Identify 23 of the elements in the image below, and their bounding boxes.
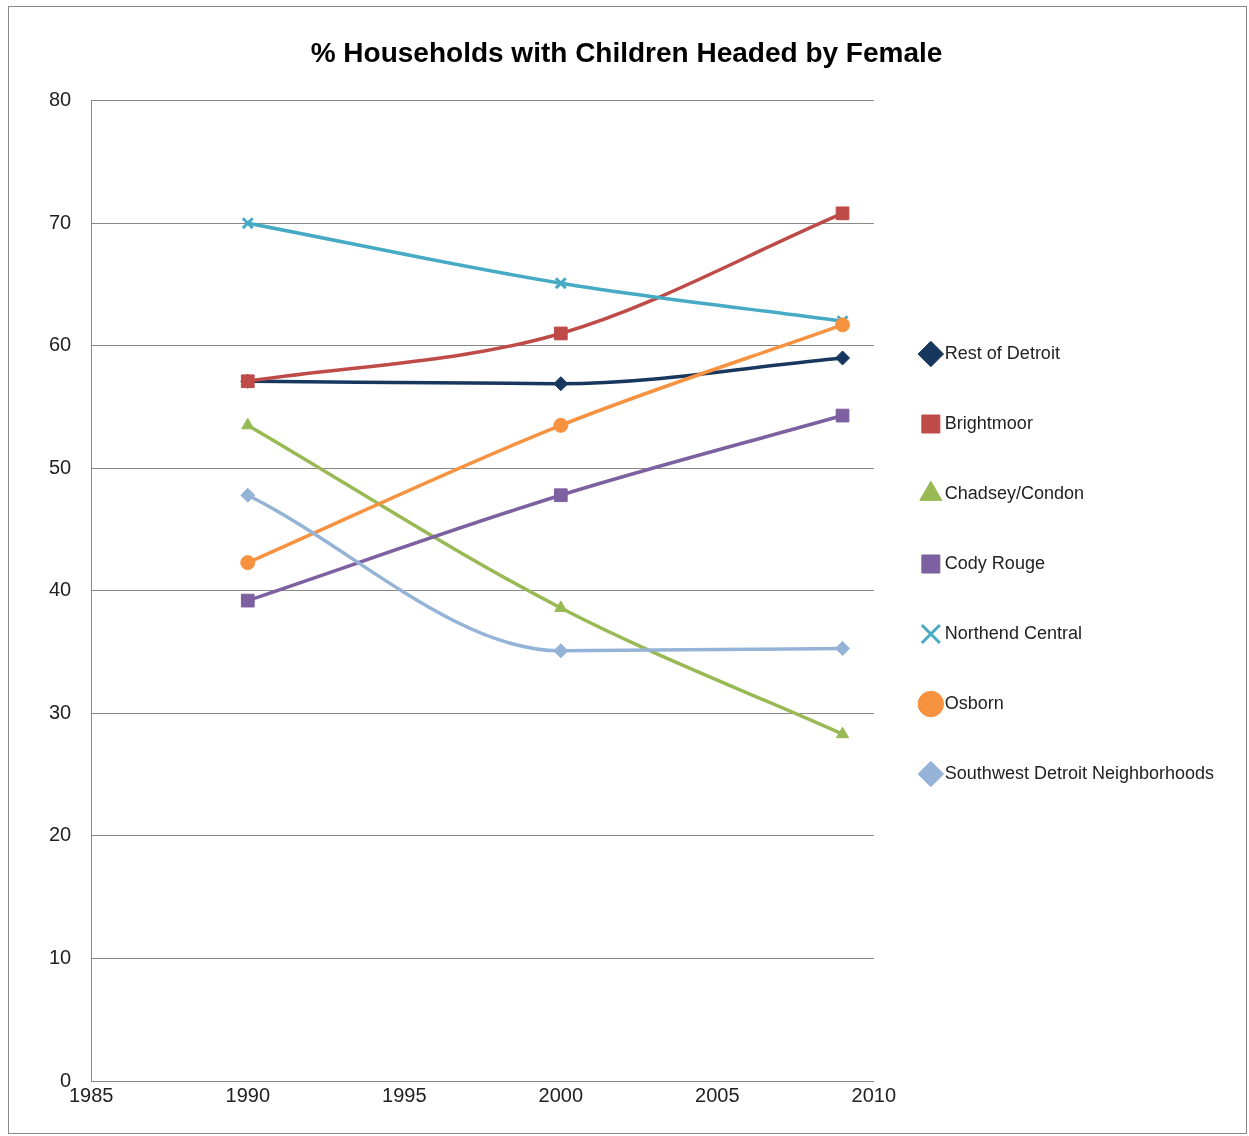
- x-tick-label: 1990: [225, 1083, 271, 1106]
- legend-label: Cody Rouge: [944, 552, 1045, 573]
- chart-title: % Households with Children Headed by Female: [310, 36, 943, 68]
- legend-label: Brightmoor: [944, 412, 1033, 433]
- legend-label: Rest of Detroit: [944, 342, 1060, 363]
- y-tick-label: 10: [49, 945, 72, 968]
- x-tick-label: 1985: [69, 1083, 114, 1106]
- x-tick-label: 2000: [538, 1083, 584, 1106]
- legend-label: Osborn: [944, 692, 1004, 713]
- x-tick-label: 2010: [851, 1083, 897, 1106]
- legend-label: Northend Central: [944, 622, 1082, 643]
- y-tick-label: 70: [49, 210, 72, 233]
- legend-label: Chadsey/Condon: [944, 482, 1084, 503]
- y-tick-label: 80: [49, 88, 72, 111]
- x-tick-label: 1995: [382, 1083, 427, 1106]
- legend-label: Southwest Detroit Neighborhoods: [944, 762, 1214, 783]
- y-tick-label: 40: [49, 578, 72, 601]
- y-tick-label: 60: [49, 333, 72, 356]
- y-tick-label: 20: [49, 823, 72, 846]
- y-tick-label: 30: [49, 700, 72, 723]
- x-tick-label: 2005: [695, 1083, 740, 1106]
- y-tick-label: 0: [60, 1068, 72, 1091]
- y-tick-label: 50: [49, 455, 72, 478]
